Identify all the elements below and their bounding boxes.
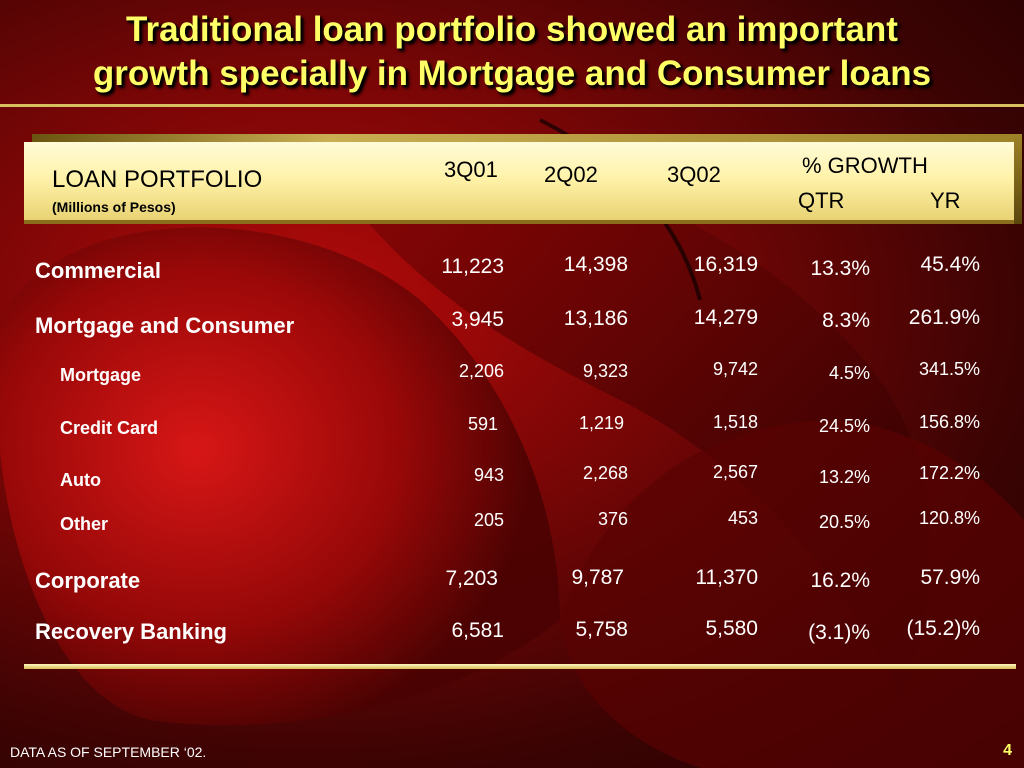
title-line-1: Traditional loan portfolio showed an imp… xyxy=(126,10,898,49)
cell-recovery-2q02: 5,758 xyxy=(575,618,628,641)
cell-credit-card-3q01: 591 xyxy=(467,414,498,434)
cell-mortgage-3q02: 9,742 xyxy=(712,359,758,379)
cell-recovery-yr: (15.2)% xyxy=(906,617,980,640)
cell-other-yr: 120.8% xyxy=(918,508,980,528)
cell-credit-card-qtr: 24.5% xyxy=(818,416,870,436)
cell-auto-2q02: 2,268 xyxy=(582,463,628,483)
cell-recovery-3q02: 5,580 xyxy=(705,617,758,640)
row-label-mortgage: Mortgage xyxy=(60,365,141,385)
cell-auto-qtr: 13.2% xyxy=(818,467,870,487)
title-line-2: growth specially in Mortgage and Consume… xyxy=(92,54,932,93)
table-bottom-rule xyxy=(24,664,1016,669)
row-label-other: Other xyxy=(60,514,109,534)
table-header-subtitle: (Millions of Pesos) xyxy=(52,199,176,215)
row-label-credit-card: Credit Card xyxy=(60,418,159,438)
cell-commercial-2q02: 14,398 xyxy=(563,253,628,276)
cell-other-2q02: 376 xyxy=(597,509,628,529)
cell-corporate-3q02: 11,370 xyxy=(695,566,758,589)
cell-corporate-qtr: 16.2% xyxy=(810,569,870,592)
cell-recovery-3q01: 6,581 xyxy=(451,619,504,642)
table-header-title: LOAN PORTFOLIO xyxy=(52,166,263,193)
row-label-commercial: Commercial xyxy=(35,258,161,283)
growth-header: % GROWTH xyxy=(802,153,928,178)
growth-qtr-header: QTR xyxy=(798,188,845,213)
row-label-mortgage-and-consumer: Mortgage and Consumer xyxy=(35,313,295,338)
cell-other-3q01: 205 xyxy=(473,510,504,530)
cell-mortgage-consumer-2q02: 13,186 xyxy=(563,307,628,330)
table-header-bar xyxy=(24,134,1022,224)
column-header-2q02: 2Q02 xyxy=(544,162,598,187)
row-label-auto: Auto xyxy=(60,470,101,490)
cell-mortgage-consumer-3q02: 14,279 xyxy=(693,306,758,329)
cell-mortgage-consumer-qtr: 8.3% xyxy=(822,309,870,332)
cell-mortgage-2q02: 9,323 xyxy=(582,361,628,381)
cell-mortgage-consumer-3q01: 3,945 xyxy=(451,308,504,331)
title-divider xyxy=(0,104,1024,107)
cell-corporate-2q02: 9,787 xyxy=(571,566,624,589)
growth-yr-header: YR xyxy=(930,188,961,213)
column-header-3q01: 3Q01 xyxy=(444,157,498,182)
cell-mortgage-qtr: 4.5% xyxy=(828,363,870,383)
cell-corporate-yr: 57.9% xyxy=(920,566,980,589)
cell-mortgage-yr: 341.5% xyxy=(918,359,980,379)
row-label-recovery-banking: Recovery Banking xyxy=(35,619,227,644)
cell-auto-3q01: 943 xyxy=(473,465,504,485)
cell-commercial-3q01: 11,223 xyxy=(441,255,504,278)
column-header-3q02: 3Q02 xyxy=(667,162,721,187)
cell-recovery-qtr: (3.1)% xyxy=(808,621,870,644)
page-number: 4 xyxy=(1003,742,1012,759)
cell-mortgage-consumer-yr: 261.9% xyxy=(908,306,980,329)
cell-credit-card-3q02: 1,518 xyxy=(712,412,758,432)
footer-note: DATA AS OF SEPTEMBER ‘02. xyxy=(10,744,207,760)
cell-commercial-yr: 45.4% xyxy=(920,253,980,276)
cell-auto-yr: 172.2% xyxy=(918,463,980,483)
cell-credit-card-2q02: 1,219 xyxy=(578,413,624,433)
cell-corporate-3q01: 7,203 xyxy=(445,567,498,590)
cell-mortgage-3q01: 2,206 xyxy=(458,361,504,381)
cell-commercial-3q02: 16,319 xyxy=(693,253,758,276)
cell-other-3q02: 453 xyxy=(727,508,758,528)
row-label-corporate: Corporate xyxy=(35,568,141,593)
slide-title: Traditional loan portfolio showed an imp… xyxy=(0,8,1024,96)
cell-auto-3q02: 2,567 xyxy=(712,462,758,482)
cell-other-qtr: 20.5% xyxy=(818,512,870,532)
cell-credit-card-yr: 156.8% xyxy=(918,412,980,432)
cell-commercial-qtr: 13.3% xyxy=(810,257,870,280)
